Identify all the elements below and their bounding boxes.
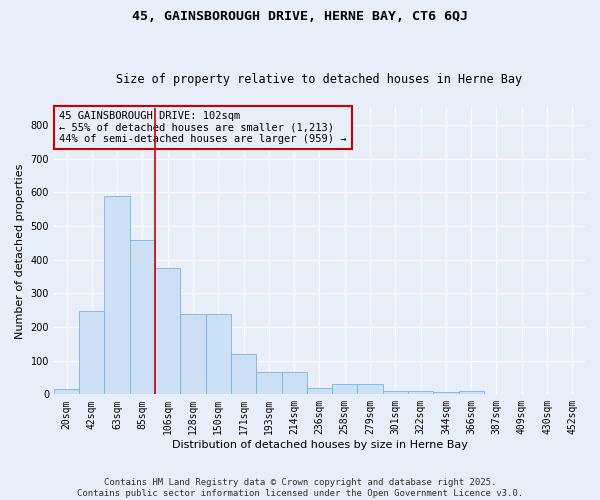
Text: 45 GAINSBOROUGH DRIVE: 102sqm
← 55% of detached houses are smaller (1,213)
44% o: 45 GAINSBOROUGH DRIVE: 102sqm ← 55% of d… [59,111,347,144]
Bar [408,391,433,394]
Bar [54,390,79,394]
Y-axis label: Number of detached properties: Number of detached properties [15,164,25,339]
Bar [181,314,206,394]
Bar [358,384,383,394]
Bar [155,268,181,394]
X-axis label: Distribution of detached houses by size in Herne Bay: Distribution of detached houses by size … [172,440,467,450]
Bar [458,391,484,394]
Bar [79,311,104,394]
Bar [332,384,358,394]
Bar [231,354,256,395]
Bar [383,391,408,394]
Bar [307,388,332,394]
Bar [206,314,231,394]
Bar [104,196,130,394]
Bar [130,240,155,394]
Bar [256,372,281,394]
Bar [433,392,458,394]
Title: Size of property relative to detached houses in Herne Bay: Size of property relative to detached ho… [116,73,523,86]
Bar [281,372,307,394]
Text: 45, GAINSBOROUGH DRIVE, HERNE BAY, CT6 6QJ: 45, GAINSBOROUGH DRIVE, HERNE BAY, CT6 6… [132,10,468,23]
Text: Contains HM Land Registry data © Crown copyright and database right 2025.
Contai: Contains HM Land Registry data © Crown c… [77,478,523,498]
